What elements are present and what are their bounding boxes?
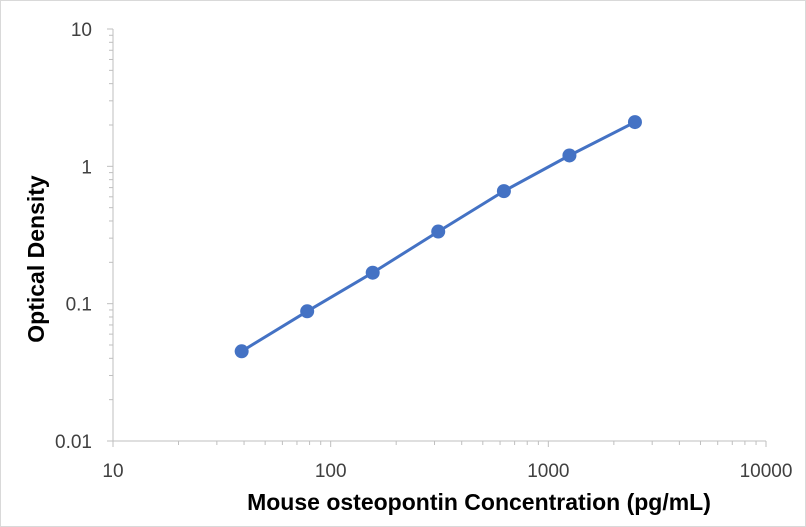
y-tick-label: 10	[71, 20, 92, 41]
x-tick-label: 10000	[740, 461, 793, 482]
y-tick-label: 1	[81, 157, 92, 178]
y-axis-title: Optical Density	[23, 175, 49, 343]
y-tick-label: 0.1	[66, 295, 92, 316]
x-tick-label: 1000	[527, 461, 569, 482]
x-axis-title: Mouse osteopontin Concentration (pg/mL)	[247, 489, 711, 515]
data-point	[627, 115, 642, 130]
data-point	[365, 265, 380, 280]
y-tick-label: 0.01	[55, 432, 92, 453]
tick-labels: 0.01 0.1 1 10 10 100 1000 10000	[55, 20, 792, 482]
x-tick-label: 100	[315, 461, 347, 482]
axes	[112, 29, 766, 442]
tick-marks	[107, 28, 767, 447]
data-point	[300, 304, 315, 319]
data-series	[234, 115, 642, 359]
x-tick-label: 10	[102, 461, 123, 482]
data-point	[234, 344, 249, 359]
data-point	[496, 184, 511, 199]
data-point	[431, 224, 446, 239]
data-point	[562, 148, 577, 163]
